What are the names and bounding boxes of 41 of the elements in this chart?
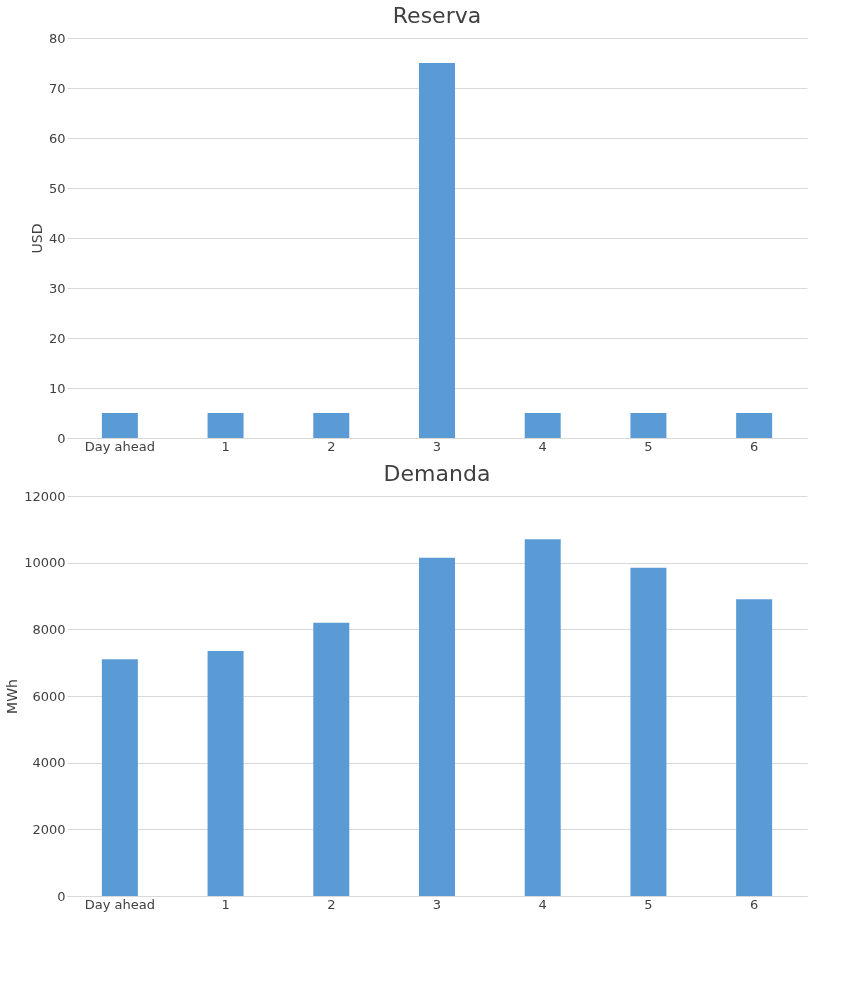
y-tick-label: 40 (48, 230, 66, 246)
bar (630, 567, 667, 896)
y-axis-title: USD (28, 223, 45, 254)
y-tick-label: 20 (48, 330, 66, 346)
y-tick-label: 4000 (32, 755, 66, 771)
y-tick-label: 12000 (24, 488, 66, 504)
y-tick-label: 2000 (32, 821, 66, 837)
bar (101, 659, 138, 896)
y-tick-label: 30 (48, 280, 66, 296)
chart-title: Demanda (383, 461, 491, 486)
chart-title: Reserva (392, 3, 482, 28)
x-tick-label: Day ahead (84, 896, 155, 912)
x-tick-label: Day ahead (84, 438, 155, 454)
x-tick-label: 2 (327, 438, 336, 454)
y-tick-label: 60 (48, 130, 66, 146)
x-tick-label: 5 (644, 438, 653, 454)
bar (736, 599, 773, 896)
x-tick-label: 1 (221, 896, 230, 912)
x-tick-label: 4 (538, 896, 547, 912)
y-tick-label: 10000 (24, 555, 66, 571)
y-tick-label: 6000 (32, 688, 66, 704)
bar (313, 622, 350, 896)
x-tick-label: 3 (432, 896, 442, 912)
y-tick-label: 0 (57, 888, 66, 904)
x-tick-label: 6 (750, 438, 759, 454)
y-tick-label: 0 (57, 430, 66, 446)
x-tick-label: 5 (644, 896, 653, 912)
bar (419, 557, 455, 896)
y-tick-label: 50 (48, 180, 66, 196)
x-tick-label: 6 (750, 896, 759, 912)
x-tick-label: 4 (538, 438, 547, 454)
bar (524, 539, 561, 896)
x-tick-label: 1 (221, 438, 230, 454)
y-axis-title: MWh (4, 679, 21, 714)
y-tick-label: 10 (48, 380, 66, 396)
x-tick-label: 2 (327, 896, 336, 912)
x-tick-label: 3 (432, 438, 442, 454)
y-tick-label: 80 (48, 30, 66, 46)
y-tick-label: 8000 (32, 621, 66, 637)
bar (207, 651, 244, 896)
y-tick-label: 70 (48, 80, 66, 96)
